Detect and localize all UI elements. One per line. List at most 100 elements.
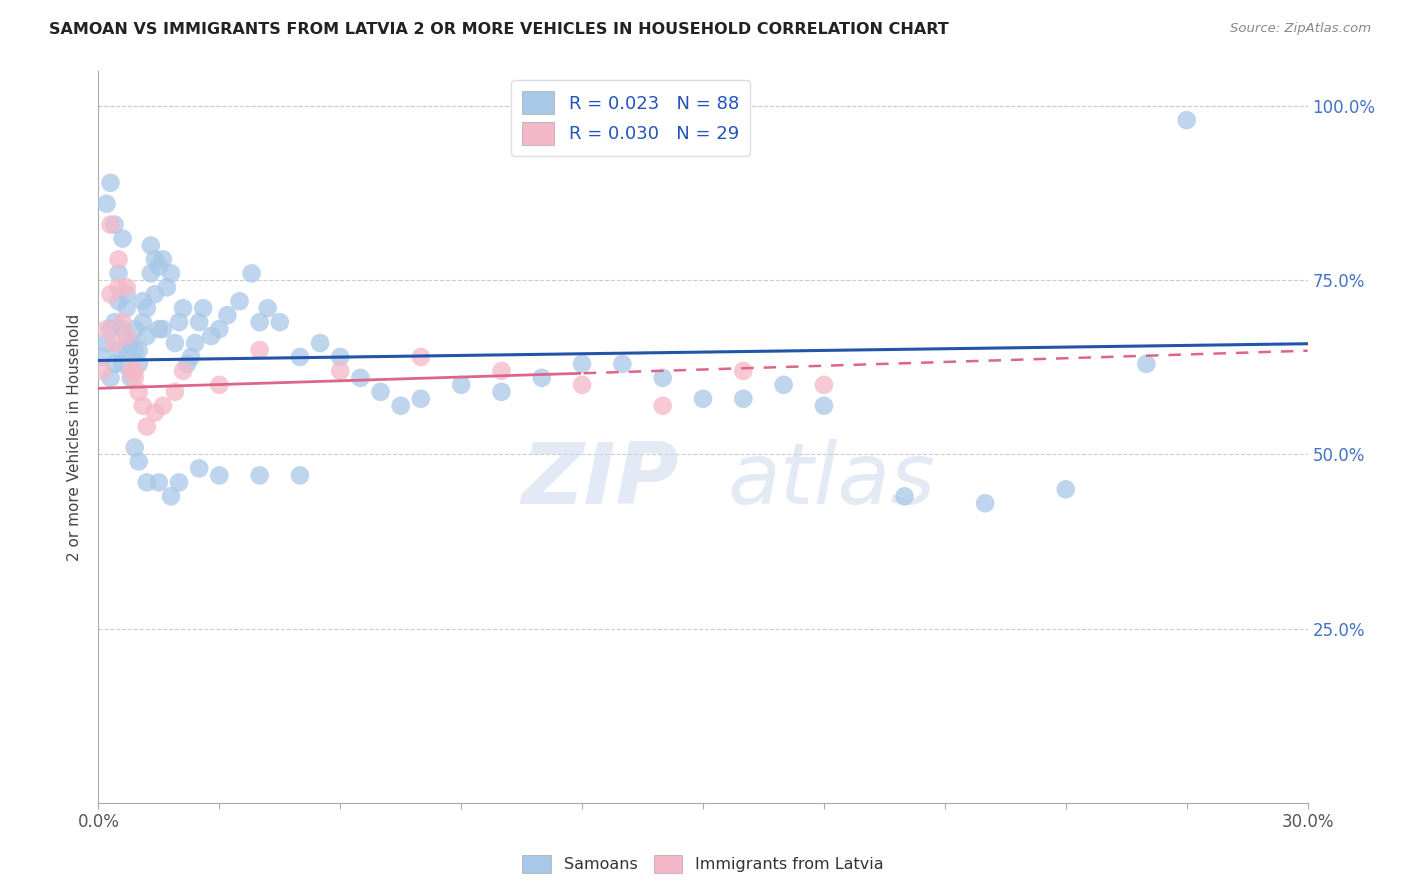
Point xyxy=(103,218,125,232)
Point xyxy=(135,475,157,490)
Point xyxy=(184,336,207,351)
Point xyxy=(228,294,250,309)
Point xyxy=(135,301,157,316)
Point xyxy=(124,364,146,378)
Point xyxy=(176,357,198,371)
Point xyxy=(172,301,194,316)
Point xyxy=(120,364,142,378)
Point xyxy=(288,350,311,364)
Text: SAMOAN VS IMMIGRANTS FROM LATVIA 2 OR MORE VEHICLES IN HOUSEHOLD CORRELATION CHA: SAMOAN VS IMMIGRANTS FROM LATVIA 2 OR MO… xyxy=(49,22,949,37)
Point xyxy=(152,322,174,336)
Point xyxy=(409,392,432,406)
Point xyxy=(217,308,239,322)
Point xyxy=(1135,357,1157,371)
Point xyxy=(163,384,186,399)
Point xyxy=(269,315,291,329)
Point xyxy=(111,315,134,329)
Point xyxy=(132,315,155,329)
Legend: Samoans, Immigrants from Latvia: Samoans, Immigrants from Latvia xyxy=(516,848,890,880)
Point xyxy=(115,280,138,294)
Point xyxy=(100,176,122,190)
Point xyxy=(128,384,150,399)
Point xyxy=(100,287,122,301)
Text: atlas: atlas xyxy=(727,440,935,523)
Point xyxy=(167,315,190,329)
Point xyxy=(409,350,432,364)
Point xyxy=(111,322,134,336)
Point xyxy=(91,364,114,378)
Point xyxy=(143,252,166,267)
Point xyxy=(491,364,513,378)
Point xyxy=(139,238,162,252)
Point xyxy=(612,357,634,371)
Point xyxy=(349,371,371,385)
Point xyxy=(249,468,271,483)
Point xyxy=(156,280,179,294)
Point xyxy=(160,489,183,503)
Point xyxy=(107,294,129,309)
Point xyxy=(103,357,125,371)
Point xyxy=(160,266,183,280)
Point xyxy=(772,377,794,392)
Point xyxy=(208,468,231,483)
Point xyxy=(249,343,271,357)
Point xyxy=(107,266,129,280)
Point xyxy=(813,377,835,392)
Point xyxy=(143,287,166,301)
Point xyxy=(256,301,278,316)
Point xyxy=(132,294,155,309)
Point xyxy=(180,350,202,364)
Point xyxy=(115,301,138,316)
Point xyxy=(103,336,125,351)
Point xyxy=(120,336,142,351)
Y-axis label: 2 or more Vehicles in Household: 2 or more Vehicles in Household xyxy=(67,313,83,561)
Point xyxy=(491,384,513,399)
Point xyxy=(571,357,593,371)
Point xyxy=(733,392,755,406)
Point xyxy=(249,315,271,329)
Point xyxy=(370,384,392,399)
Point xyxy=(571,377,593,392)
Point xyxy=(148,260,170,274)
Point xyxy=(124,343,146,357)
Point xyxy=(120,371,142,385)
Point xyxy=(692,392,714,406)
Point xyxy=(1054,483,1077,497)
Point xyxy=(651,371,673,385)
Point xyxy=(124,371,146,385)
Point xyxy=(132,399,155,413)
Point xyxy=(733,364,755,378)
Point xyxy=(100,218,122,232)
Text: ZIP: ZIP xyxy=(522,440,679,523)
Point xyxy=(651,399,673,413)
Point xyxy=(124,441,146,455)
Point xyxy=(111,231,134,245)
Point xyxy=(128,454,150,468)
Point xyxy=(389,399,412,413)
Point xyxy=(91,350,114,364)
Point xyxy=(100,322,122,336)
Point xyxy=(115,329,138,343)
Point xyxy=(193,301,215,316)
Point xyxy=(148,475,170,490)
Point xyxy=(107,343,129,357)
Point xyxy=(813,399,835,413)
Legend: R = 0.023   N = 88, R = 0.030   N = 29: R = 0.023 N = 88, R = 0.030 N = 29 xyxy=(510,80,749,156)
Point xyxy=(208,377,231,392)
Point xyxy=(103,315,125,329)
Point xyxy=(96,322,118,336)
Point xyxy=(329,350,352,364)
Point xyxy=(124,322,146,336)
Point xyxy=(167,475,190,490)
Point xyxy=(111,357,134,371)
Point xyxy=(139,266,162,280)
Point xyxy=(107,280,129,294)
Point xyxy=(188,315,211,329)
Point xyxy=(135,329,157,343)
Point xyxy=(143,406,166,420)
Point xyxy=(128,357,150,371)
Point xyxy=(152,252,174,267)
Point xyxy=(96,196,118,211)
Point xyxy=(200,329,222,343)
Point xyxy=(893,489,915,503)
